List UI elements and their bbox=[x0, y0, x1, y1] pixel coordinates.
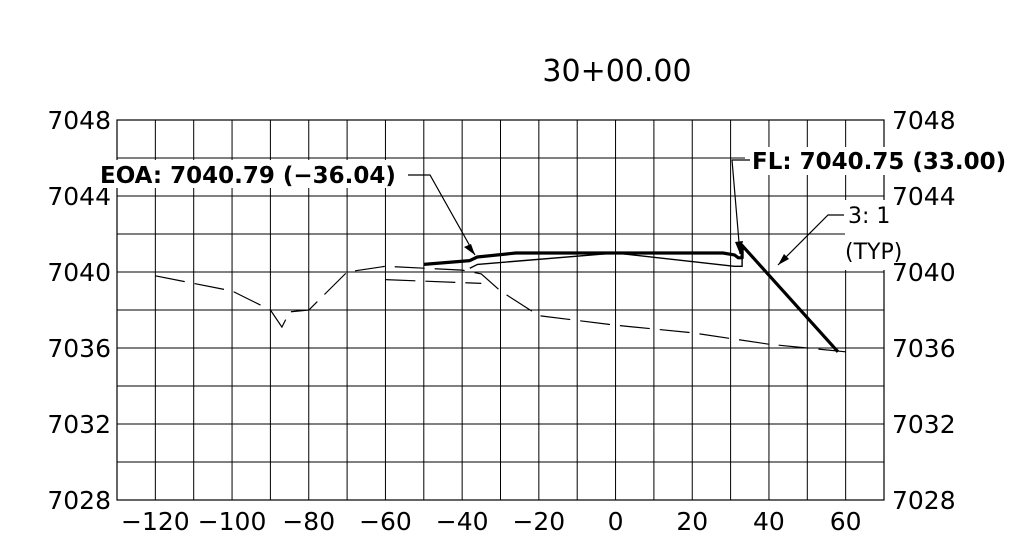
y-tick-label-left: 7048 bbox=[47, 106, 111, 135]
y-tick-label-right: 7028 bbox=[892, 486, 956, 515]
slope-callout-note: (TYP) bbox=[845, 240, 902, 265]
existing-ground-inner-profile bbox=[385, 279, 482, 284]
y-tick-label-left: 7036 bbox=[47, 334, 111, 363]
eoa-callout-mask bbox=[98, 160, 408, 188]
slope-callout-mask bbox=[845, 200, 887, 270]
x-tick-label: 60 bbox=[830, 507, 862, 536]
x-tick-label: −120 bbox=[121, 507, 190, 536]
x-tick-label: 40 bbox=[753, 507, 785, 536]
existing-ground-profile bbox=[155, 265, 846, 353]
eoa-callout: EOA: 7040.79 (−36.04) bbox=[100, 163, 396, 189]
slope-leader-line bbox=[777, 214, 844, 266]
slope-leader-arrowhead bbox=[778, 254, 789, 265]
x-tick-label: 20 bbox=[676, 507, 708, 536]
proposed-finish-grade-profile bbox=[423, 243, 840, 353]
x-tick-label: −100 bbox=[198, 507, 267, 536]
y-axis-right-labels: 7048 7044 7040 7036 7032 7028 bbox=[892, 106, 956, 515]
fl-leader-arrowhead bbox=[735, 241, 743, 254]
slope-callout: 3: 1 bbox=[848, 204, 890, 229]
proposed-subgrade-profile bbox=[469, 252, 743, 269]
plot-frame bbox=[116, 119, 885, 501]
y-tick-label-right: 7040 bbox=[892, 258, 956, 287]
y-tick-label-left: 7032 bbox=[47, 410, 111, 439]
x-tick-label: −20 bbox=[512, 507, 565, 536]
y-tick-label-right: 7044 bbox=[892, 182, 956, 211]
y-tick-label-left: 7040 bbox=[47, 258, 111, 287]
y-tick-label-right: 7036 bbox=[892, 334, 956, 363]
x-tick-label: −80 bbox=[282, 507, 335, 536]
eoa-leader-line bbox=[408, 174, 476, 256]
eoa-leader-arrowhead bbox=[464, 244, 475, 255]
fl-leader-line bbox=[731, 159, 750, 255]
x-tick-label: −60 bbox=[359, 507, 412, 536]
fl-callout-mask bbox=[745, 147, 1035, 175]
x-axis-labels: −120 −100 −80 −60 −40 −20 0 20 40 60 bbox=[121, 507, 862, 536]
y-tick-label-left: 7028 bbox=[47, 486, 111, 515]
x-tick-label: 0 bbox=[608, 507, 624, 536]
y-tick-label-right: 7032 bbox=[892, 410, 956, 439]
x-tick-label: −40 bbox=[436, 507, 489, 536]
fl-callout: FL: 7040.75 (33.00) bbox=[752, 149, 1006, 175]
station-label: 30+00.00 bbox=[542, 54, 691, 89]
y-tick-label-right: 7048 bbox=[892, 106, 956, 135]
